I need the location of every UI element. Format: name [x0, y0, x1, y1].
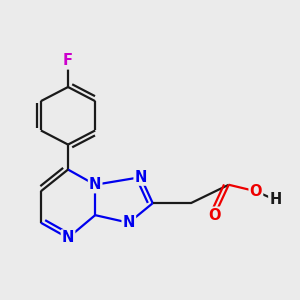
Text: N: N — [89, 177, 101, 192]
Text: F: F — [63, 53, 73, 68]
Text: N: N — [123, 215, 135, 230]
Text: H: H — [269, 192, 281, 207]
Text: O: O — [208, 208, 221, 223]
Text: N: N — [135, 169, 147, 184]
Text: O: O — [250, 184, 262, 199]
Text: N: N — [62, 230, 74, 245]
